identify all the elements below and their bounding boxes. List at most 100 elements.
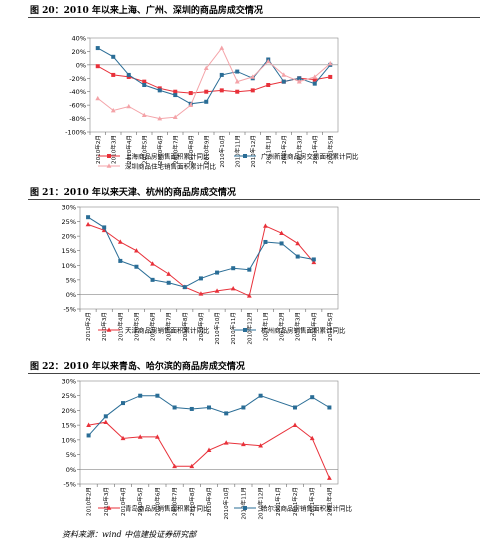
- chart-heading: 图 20：2010 年以来上海、广州、深圳的商品房成交情况: [30, 6, 263, 16]
- data-point: [258, 393, 263, 398]
- data-point: [234, 79, 240, 84]
- data-point: [243, 328, 247, 332]
- y-tick-label: -100%: [65, 129, 86, 137]
- data-point: [106, 327, 112, 332]
- x-tick-label: 2010年9月: [205, 487, 213, 516]
- x-tick-label: 2010年12月: [249, 135, 257, 168]
- series-line: [88, 395, 330, 436]
- source-note: 资料来源：wind 中信建投证券研究部: [62, 530, 197, 539]
- data-point: [107, 154, 111, 158]
- y-tick-label: -5%: [63, 481, 76, 489]
- data-point: [85, 221, 91, 227]
- data-point: [138, 393, 143, 398]
- data-point: [312, 81, 317, 86]
- data-point: [134, 248, 139, 253]
- legend-label: 上海商品房销售面积累计同比: [125, 152, 210, 161]
- x-tick-label: 2011年2月: [280, 135, 288, 164]
- series-line: [88, 421, 330, 479]
- y-tick-label: -40%: [69, 88, 86, 96]
- x-tick-label: 2010年6月: [156, 135, 164, 164]
- data-point: [250, 88, 255, 93]
- x-tick-label: 2010年8月: [188, 487, 196, 516]
- y-tick-label: 0%: [66, 291, 76, 299]
- data-point: [155, 434, 160, 439]
- data-point: [111, 54, 116, 59]
- plot-area: [79, 380, 339, 485]
- x-tick-label: 2010年11月: [233, 135, 241, 168]
- x-tick-label: 2010年3月: [102, 487, 110, 516]
- data-point: [126, 74, 131, 79]
- data-point: [95, 64, 100, 69]
- data-point: [126, 103, 132, 109]
- x-tick-label: 2011年5月: [326, 135, 334, 164]
- data-point: [312, 77, 317, 82]
- x-tick-label: 2011年2月: [291, 487, 299, 516]
- x-tick-label: 2010年11月: [239, 487, 247, 520]
- data-point: [188, 91, 193, 96]
- data-point: [241, 441, 246, 447]
- data-point: [198, 291, 204, 296]
- x-tick-label: 2010年6月: [149, 312, 157, 341]
- data-point: [141, 112, 147, 118]
- data-point: [230, 286, 236, 291]
- data-point: [142, 83, 147, 87]
- data-point: [235, 69, 240, 74]
- x-tick-label: 2010年10月: [222, 487, 230, 520]
- x-tick-label: 2010年9月: [202, 135, 210, 164]
- data-point: [231, 266, 236, 271]
- data-point: [327, 405, 332, 410]
- data-point: [263, 223, 268, 228]
- data-point: [121, 401, 125, 406]
- data-point: [293, 405, 297, 410]
- chart-22: 30% 25% 20% 15% 10% 5% 0% -5% 2010年2月 2010年3月 2010…: [62, 378, 353, 520]
- data-point: [266, 83, 271, 87]
- data-point: [214, 288, 220, 293]
- y-tick-label: 15%: [62, 247, 76, 255]
- data-point: [203, 65, 209, 71]
- data-point: [173, 89, 178, 94]
- data-point: [279, 230, 284, 236]
- data-point: [182, 285, 187, 290]
- legend-label: 天津商品房销售面积累计同比: [125, 326, 210, 335]
- data-point: [219, 72, 224, 77]
- y-tick-label: 30%: [62, 204, 76, 212]
- x-tick-label: 2010年4月: [125, 135, 133, 164]
- data-point: [295, 240, 301, 246]
- chart-21: 30% 25% 20% 15% 10% 5% 0% -5% 2010年2月 2010年3月 2010…: [62, 204, 346, 345]
- data-point: [243, 154, 247, 158]
- data-point: [157, 86, 162, 91]
- x-tick-label: 2011年3月: [295, 135, 303, 164]
- data-point: [95, 46, 100, 51]
- chart-20: 40% 20% 0% -20% -40% -60% -80% -100% 2010年2月 2010…: [65, 35, 359, 171]
- data-point: [172, 405, 177, 410]
- y-tick-label: 25%: [62, 392, 76, 400]
- y-tick-label: 20%: [62, 233, 76, 241]
- x-tick-label: 2010年11月: [229, 312, 237, 345]
- data-point: [247, 267, 252, 272]
- data-point: [279, 241, 284, 246]
- legend-label: 杭州商品房销售面积累计同比: [261, 326, 346, 335]
- x-tick-label: 2011年4月: [325, 487, 333, 516]
- data-point: [118, 258, 123, 263]
- data-point: [281, 79, 286, 84]
- data-point: [166, 280, 171, 285]
- x-tick-label: 2011年3月: [308, 487, 316, 516]
- x-tick-label: 2011年1月: [274, 487, 282, 516]
- legend-label: 青岛商品房销售面积累计同比: [125, 504, 210, 513]
- x-tick-label: 2010年12月: [257, 487, 265, 520]
- legend-label: 哈尔滨商品房销售面积累计同比: [261, 504, 353, 513]
- data-point: [126, 72, 131, 77]
- data-point: [157, 88, 162, 93]
- x-tick-label: 2011年3月: [294, 312, 302, 341]
- y-tick-label: 25%: [62, 218, 76, 226]
- x-tick-label: 2010年10月: [218, 135, 226, 168]
- x-tick-label: 2010年7月: [171, 487, 179, 516]
- data-point: [207, 405, 211, 410]
- series-line: [97, 47, 331, 105]
- x-tick-label: 2010年4月: [116, 312, 124, 341]
- data-point: [296, 79, 302, 84]
- data-point: [106, 505, 112, 510]
- plot-area: [89, 37, 339, 133]
- x-tick-label: 2010年9月: [197, 312, 205, 341]
- data-point: [206, 447, 212, 452]
